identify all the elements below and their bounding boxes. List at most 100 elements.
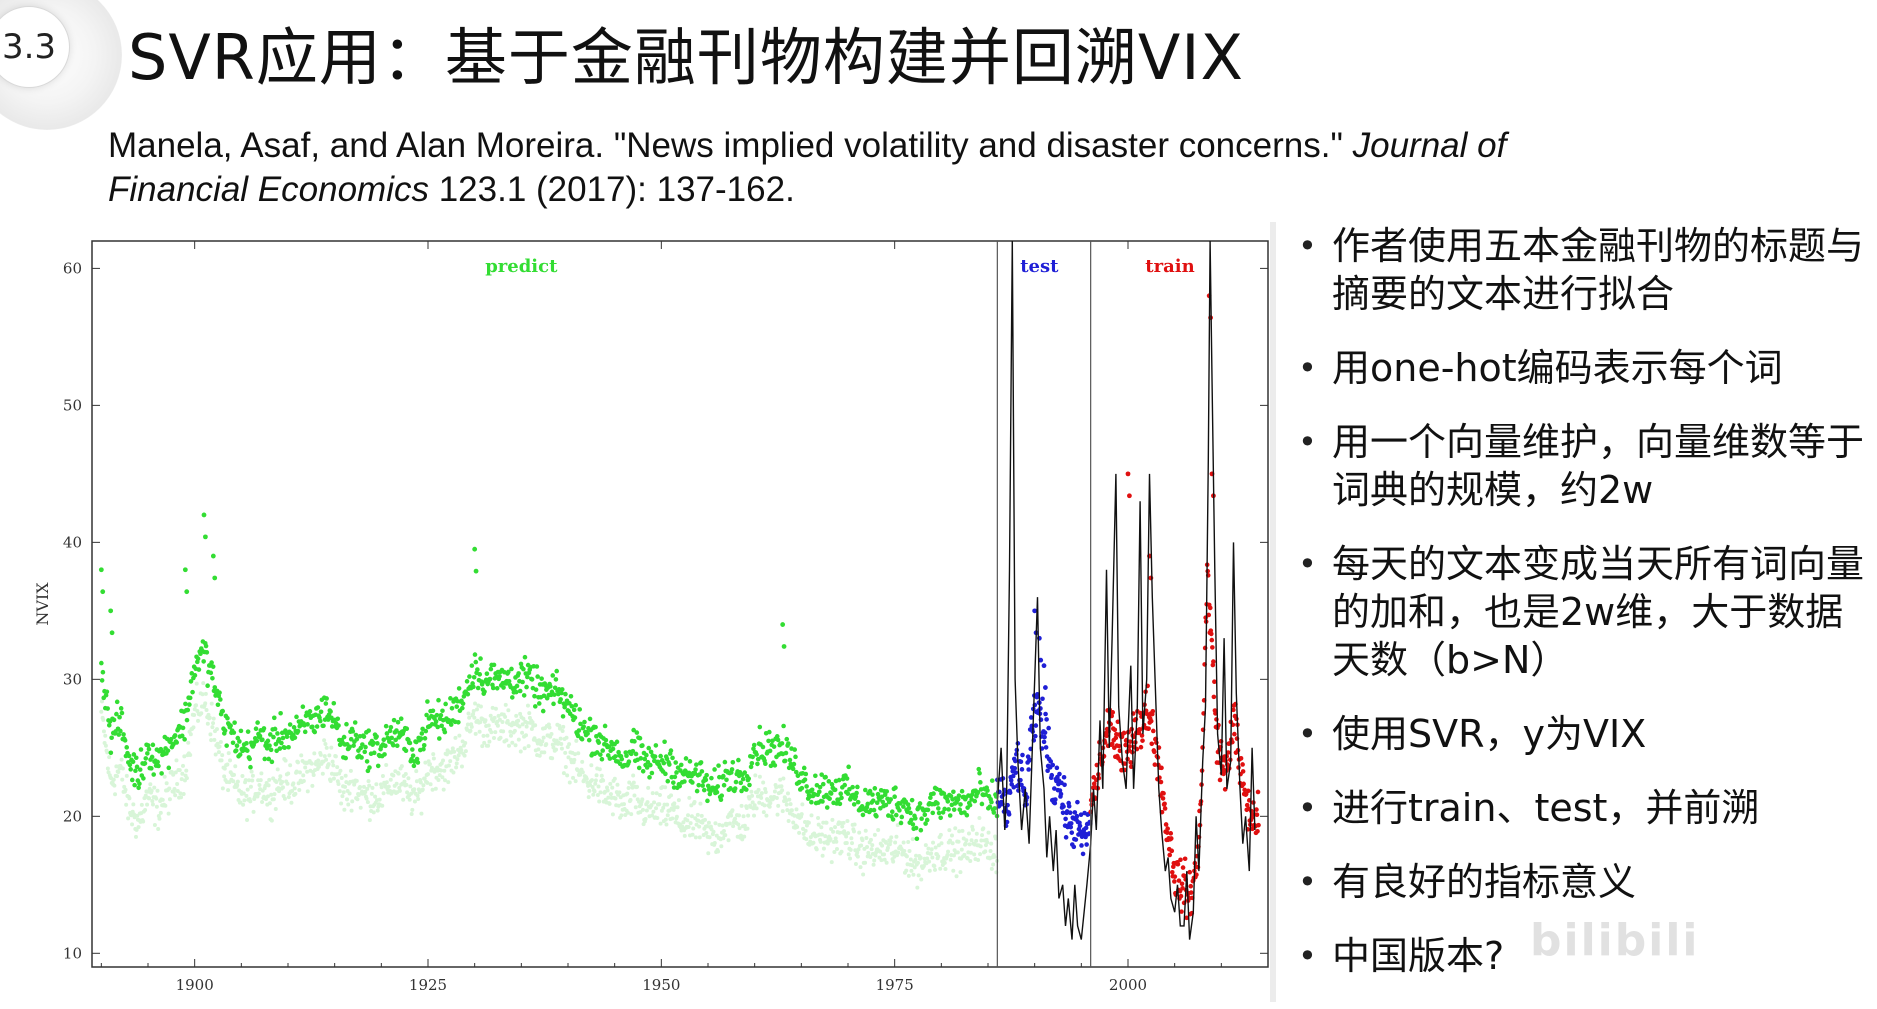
predict-point bbox=[603, 737, 609, 743]
predict-band-point bbox=[344, 797, 349, 802]
predict-band-point bbox=[491, 719, 496, 724]
predict-point bbox=[282, 745, 287, 751]
predict-band-point bbox=[797, 830, 802, 835]
predict-point bbox=[411, 763, 417, 769]
predict-point bbox=[393, 737, 398, 743]
predict-point bbox=[698, 760, 704, 765]
predict-band-point bbox=[902, 849, 907, 854]
predict-band-point bbox=[212, 737, 217, 742]
predict-band-point bbox=[950, 841, 955, 846]
predict-point bbox=[791, 761, 797, 767]
predict-band-point bbox=[217, 744, 222, 749]
predict-point bbox=[766, 738, 771, 744]
predict-band-point bbox=[520, 730, 525, 735]
predict-band-point bbox=[336, 782, 341, 787]
predict-band-point bbox=[985, 840, 990, 845]
predict-band-point bbox=[929, 847, 934, 852]
predict-point bbox=[422, 736, 428, 741]
predict-band-point bbox=[521, 716, 526, 721]
predict-band-point bbox=[324, 757, 329, 762]
predict-point bbox=[291, 725, 297, 730]
predict-band-point bbox=[541, 735, 546, 740]
predict-band-point bbox=[179, 777, 184, 782]
predict-point bbox=[149, 754, 155, 760]
predict-band-point bbox=[978, 844, 983, 849]
predict-band-point bbox=[729, 813, 734, 818]
predict-band-point bbox=[682, 833, 687, 838]
predict-band-point bbox=[693, 835, 698, 840]
predict-band-point bbox=[589, 778, 594, 783]
train-point bbox=[1179, 881, 1185, 887]
predict-band-point bbox=[503, 714, 508, 719]
predict-point bbox=[150, 742, 156, 748]
predict-band-point bbox=[269, 792, 274, 797]
predict-point bbox=[509, 666, 514, 672]
predict-point bbox=[491, 662, 497, 668]
predict-point bbox=[362, 749, 368, 755]
train-point bbox=[1162, 806, 1168, 811]
train-point bbox=[1188, 890, 1194, 895]
predict-band-point bbox=[652, 800, 657, 805]
predict-band-point bbox=[303, 765, 308, 770]
predict-band-point bbox=[380, 774, 385, 779]
predict-band-point bbox=[329, 745, 334, 750]
predict-point bbox=[133, 768, 138, 774]
test-point bbox=[1006, 812, 1012, 817]
predict-point bbox=[387, 728, 393, 734]
predict-band-point bbox=[526, 744, 531, 749]
predict-band-point bbox=[908, 857, 913, 862]
predict-point bbox=[473, 659, 479, 665]
predict-point bbox=[494, 685, 500, 691]
predict-band-point bbox=[348, 768, 353, 773]
predict-band-point bbox=[288, 763, 293, 768]
bullet-item: 使用SVR，y为VIX bbox=[1298, 710, 1870, 758]
predict-band-point bbox=[649, 803, 654, 808]
predict-point bbox=[295, 728, 301, 734]
predict-point bbox=[863, 787, 868, 793]
bullet-item: 用one-hot编码表示每个词 bbox=[1298, 344, 1870, 392]
y-tick-label: 20 bbox=[63, 807, 82, 825]
predict-band-point bbox=[906, 840, 911, 845]
predict-point bbox=[978, 780, 983, 785]
predict-band-point bbox=[330, 759, 335, 764]
predict-band-point bbox=[103, 733, 108, 738]
predict-band-point bbox=[478, 704, 483, 709]
train-point bbox=[1187, 869, 1193, 875]
predict-point bbox=[694, 762, 699, 767]
predict-point bbox=[768, 763, 774, 769]
predict-band-point bbox=[127, 796, 132, 801]
predict-point bbox=[128, 767, 133, 772]
predict-band-point bbox=[343, 773, 348, 778]
predict-band-point bbox=[299, 753, 304, 758]
predict-band-point bbox=[188, 732, 193, 737]
predict-point bbox=[350, 729, 356, 734]
predict-point bbox=[846, 764, 851, 770]
predict-band-point bbox=[799, 812, 804, 817]
predict-band-point bbox=[989, 866, 994, 871]
predict-point bbox=[460, 701, 466, 706]
predict-band-point bbox=[878, 849, 883, 854]
predict-band-point bbox=[289, 800, 294, 805]
predict-band-point bbox=[948, 857, 953, 862]
predict-band-point bbox=[416, 797, 421, 802]
predict-point bbox=[475, 667, 480, 672]
predict-band-point bbox=[305, 769, 310, 774]
predict-point bbox=[142, 761, 148, 766]
predict-point bbox=[550, 673, 556, 678]
predict-band-point bbox=[606, 795, 611, 800]
predict-band-point bbox=[124, 773, 129, 778]
predict-point bbox=[536, 701, 542, 706]
train-point bbox=[1163, 822, 1169, 827]
predict-point bbox=[922, 812, 928, 818]
predict-point bbox=[989, 799, 994, 805]
predict-band-point bbox=[384, 762, 389, 767]
train-point bbox=[1256, 822, 1261, 828]
predict-band-point bbox=[295, 760, 300, 765]
predict-band-point bbox=[242, 798, 247, 803]
predict-point bbox=[469, 663, 475, 668]
predict-point bbox=[919, 816, 924, 822]
predict-point bbox=[425, 699, 430, 704]
test-point bbox=[1028, 715, 1034, 720]
predict-band-point bbox=[720, 823, 725, 828]
predict-point bbox=[693, 767, 698, 772]
